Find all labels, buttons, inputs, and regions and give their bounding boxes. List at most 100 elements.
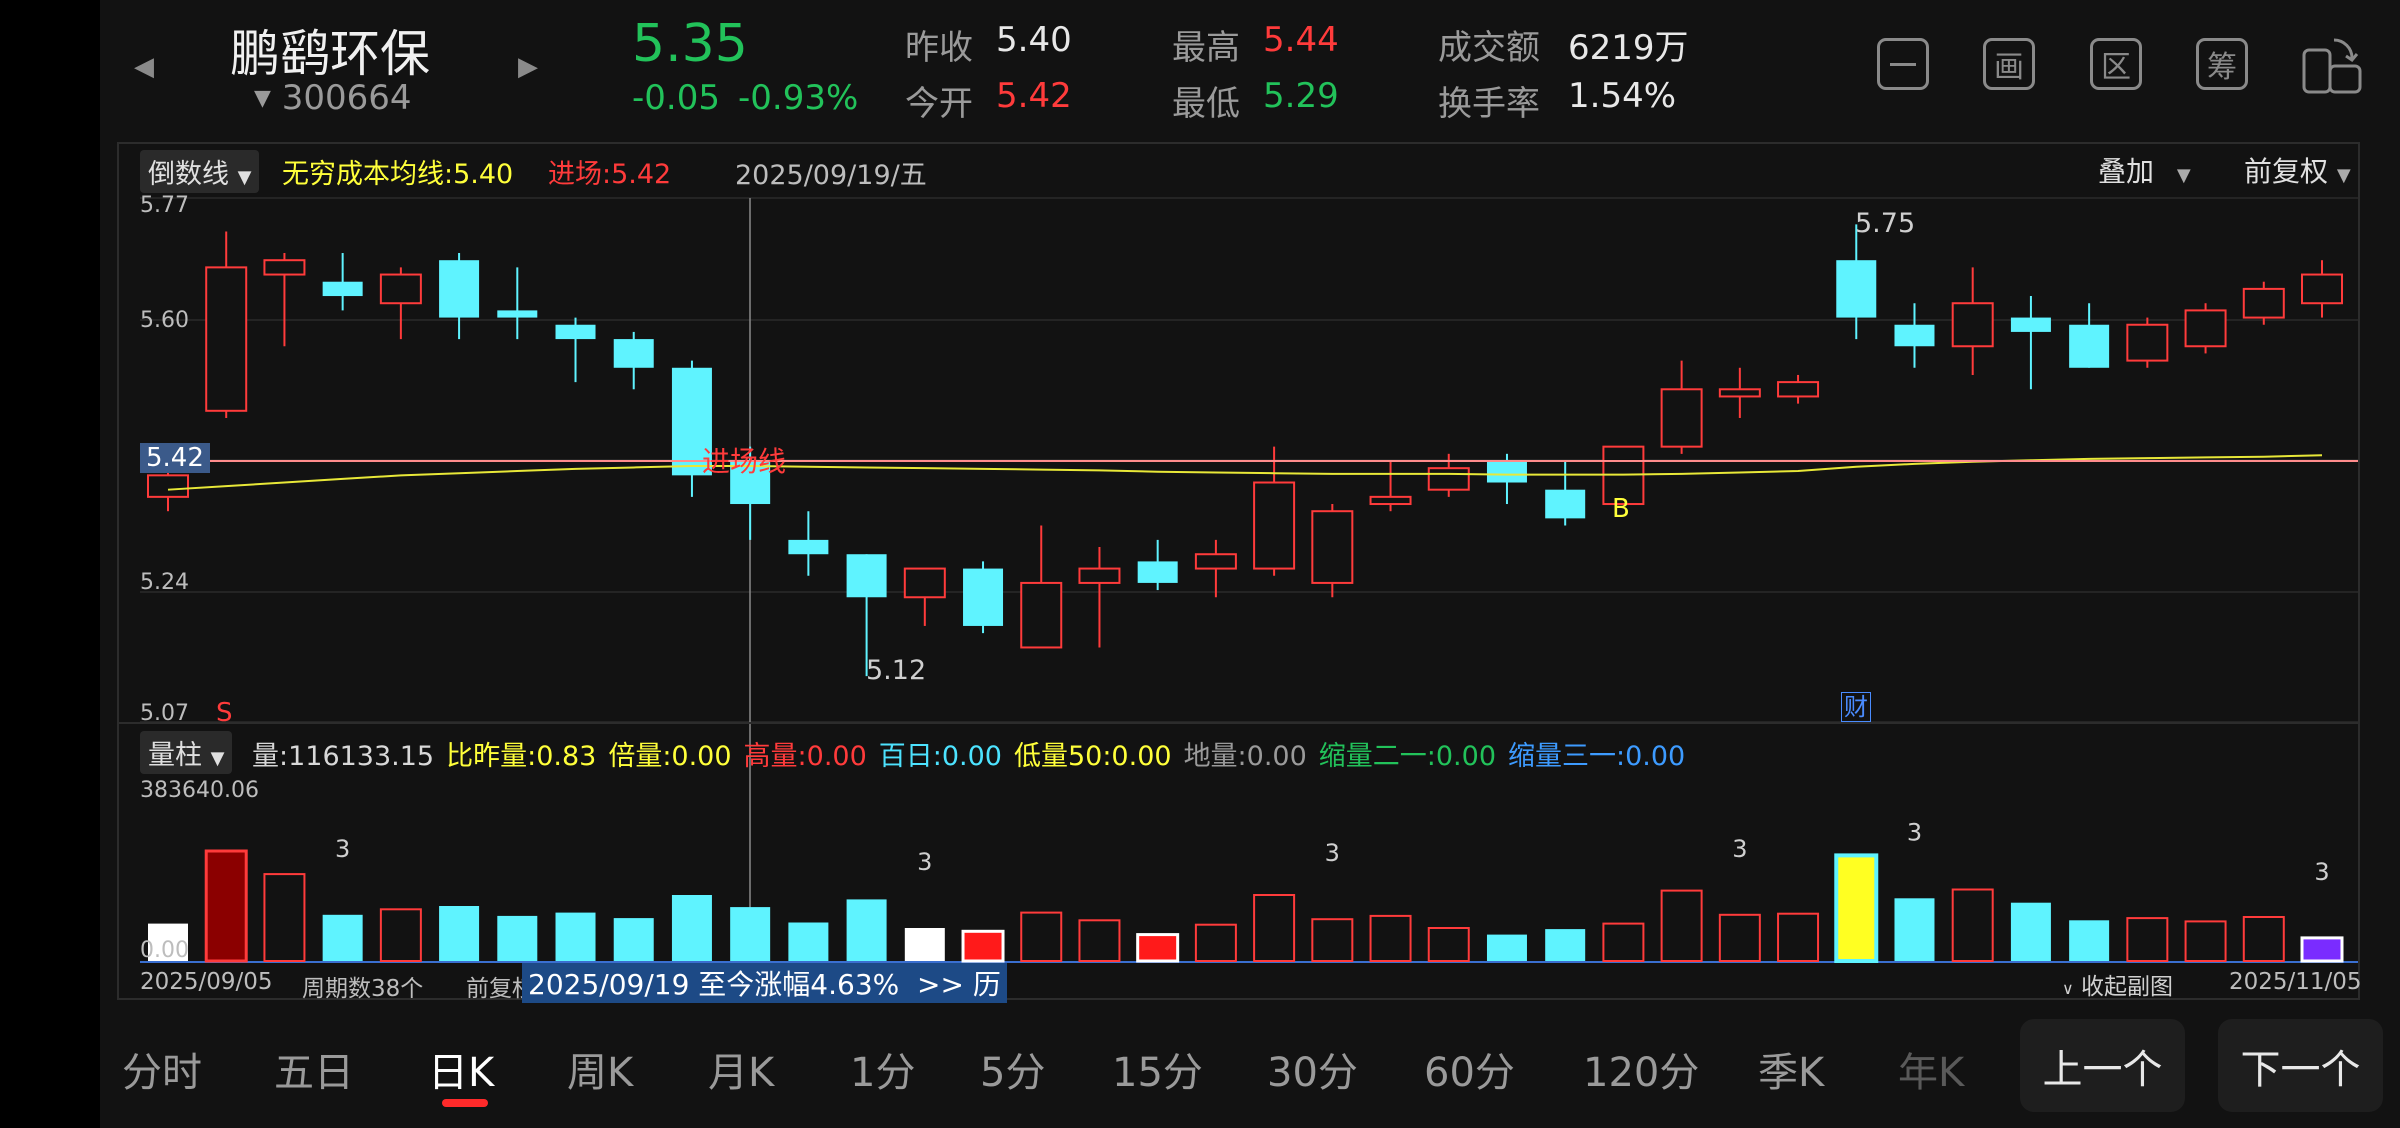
candle-body-12 bbox=[846, 554, 887, 598]
candle-body-14 bbox=[963, 568, 1004, 626]
volume-bar-12 bbox=[846, 899, 887, 961]
volume-indicator-8: 缩量三一:0.00 bbox=[1508, 741, 1686, 772]
volume-bar-1 bbox=[204, 849, 248, 963]
prev-stock-button[interactable]: 上一个 bbox=[2020, 1019, 2185, 1112]
volume-dropdown-label: 量柱 bbox=[148, 740, 202, 771]
tab-5min[interactable]: 5分 bbox=[980, 1050, 1046, 1096]
overlay-dropdown-label: 叠加 bbox=[2098, 155, 2155, 188]
volume-bar-27 bbox=[1718, 913, 1761, 962]
candle-body-24 bbox=[1545, 489, 1586, 519]
volume-bar-3 bbox=[322, 914, 363, 961]
adjust-dropdown[interactable]: 前复权 ▼ bbox=[2244, 150, 2351, 190]
volume-indicator-2: 倍量:0.00 bbox=[608, 741, 732, 772]
volume-marker-2: 3 bbox=[1325, 839, 1340, 867]
tab-30min[interactable]: 30分 bbox=[1267, 1050, 1358, 1096]
candle-body-9 bbox=[671, 367, 712, 476]
candle-body-33 bbox=[2069, 324, 2110, 368]
volume-bar-33 bbox=[2069, 920, 2110, 961]
candle-body-13 bbox=[903, 567, 946, 599]
tab-intraday[interactable]: 分时 bbox=[122, 1050, 202, 1096]
volume-max-label: 383640.06 bbox=[140, 778, 259, 803]
range-icon[interactable]: 区 bbox=[2090, 38, 2142, 90]
end-date: 2025/11/05 bbox=[2229, 969, 2362, 995]
rotate-screen-icon[interactable] bbox=[2300, 36, 2364, 96]
volume-bar-32 bbox=[2010, 902, 2051, 961]
minus-icon[interactable] bbox=[1877, 38, 1929, 90]
candle-body-22 bbox=[1427, 467, 1470, 491]
turnover-label: 成交额 bbox=[1438, 28, 1540, 68]
y-tick-label-4: 5.07 bbox=[140, 701, 189, 726]
tab-weekly-k[interactable]: 周K bbox=[567, 1050, 634, 1096]
tab-120min[interactable]: 120分 bbox=[1583, 1050, 1700, 1096]
max-price-label: 5.75 bbox=[1855, 208, 1916, 239]
volume-bar-0 bbox=[148, 923, 188, 961]
candle-body-6 bbox=[497, 310, 538, 318]
tab-15min[interactable]: 15分 bbox=[1112, 1050, 1203, 1096]
volume-indicator-3: 高量:0.00 bbox=[743, 741, 867, 772]
caret-down-icon: ▼ bbox=[2336, 165, 2351, 186]
overlay-dropdown[interactable]: 叠加 ▼ bbox=[2098, 150, 2191, 190]
volume-bar-2 bbox=[263, 873, 306, 962]
volume-bar-9 bbox=[671, 895, 712, 961]
volume-marker-3: 3 bbox=[1732, 835, 1747, 863]
turnover-rate-value: 1.54% bbox=[1568, 76, 1677, 116]
chevron-down-icon: ∨ bbox=[2062, 979, 2074, 998]
range-info[interactable]: 2025/09/19 至今涨幅4.63% >> 历 bbox=[522, 963, 1007, 1003]
stock-code-text: 300664 bbox=[281, 78, 412, 118]
adjust-dropdown-label: 前复权 bbox=[2244, 155, 2329, 188]
open-value: 5.42 bbox=[996, 76, 1072, 116]
candle-body-15 bbox=[1020, 581, 1063, 649]
candle-body-34 bbox=[2126, 323, 2169, 362]
indicator-dropdown[interactable]: 倒数线 ▼ bbox=[140, 150, 260, 193]
prev-stock-arrow[interactable]: ◀ bbox=[134, 52, 154, 82]
open-label: 今开 bbox=[905, 84, 973, 124]
volume-indicator-4: 百日:0.00 bbox=[878, 741, 1002, 772]
candle-body-18 bbox=[1194, 553, 1237, 570]
candle-body-26 bbox=[1660, 388, 1703, 448]
volume-dropdown[interactable]: 量柱 ▼ bbox=[140, 731, 233, 774]
tab-monthly-k[interactable]: 月K bbox=[708, 1050, 775, 1096]
caret-down-icon: ▼ bbox=[210, 748, 225, 769]
tab-yearly-k[interactable]: 年K bbox=[1898, 1050, 1965, 1096]
volume-bar-5 bbox=[439, 906, 480, 961]
collapse-subchart[interactable]: ∨ 收起副图 bbox=[2062, 967, 2173, 1001]
volume-bar-10 bbox=[730, 907, 771, 961]
low-label: 最低 bbox=[1172, 84, 1240, 124]
draw-icon[interactable]: 画 bbox=[1983, 38, 2035, 90]
volume-bar-35 bbox=[2184, 920, 2227, 963]
volume-bar-15 bbox=[1020, 911, 1063, 962]
stock-price: 5.35 bbox=[632, 14, 748, 74]
tab-five-day[interactable]: 五日 bbox=[274, 1050, 354, 1096]
tab-quarterly-k[interactable]: 季K bbox=[1758, 1050, 1825, 1096]
ma-label: 无穷成本均线:5.40 bbox=[282, 152, 513, 191]
stock-name[interactable]: 鹏鹞环保 bbox=[230, 25, 430, 83]
chart-frame bbox=[117, 142, 2360, 1000]
caret-down-icon: ▼ bbox=[2176, 165, 2191, 186]
volume-indicator-row: 量:116133.15 比昨量:0.83 倍量:0.00 高量:0.00 百日:0.00… bbox=[252, 734, 1697, 773]
volume-bar-21 bbox=[1369, 914, 1412, 963]
next-stock-arrow[interactable]: ▶ bbox=[518, 52, 538, 82]
indicator-dropdown-label: 倒数线 bbox=[148, 159, 229, 190]
finance-marker[interactable]: 财 bbox=[1841, 692, 1871, 722]
prev-close-label: 昨收 bbox=[905, 28, 973, 68]
candle-body-32 bbox=[2010, 317, 2051, 332]
volume-bar-22 bbox=[1427, 927, 1470, 962]
candle-body-4 bbox=[379, 273, 422, 305]
volume-bar-16 bbox=[1078, 919, 1121, 962]
volume-bar-13 bbox=[904, 928, 945, 961]
tab-1min[interactable]: 1分 bbox=[850, 1050, 916, 1096]
start-date: 2025/09/05 bbox=[140, 969, 273, 995]
y-tick-label-3: 5.24 bbox=[140, 570, 189, 595]
candle-body-31 bbox=[1951, 302, 1994, 348]
chip-icon[interactable]: 筹 bbox=[2196, 38, 2248, 90]
stock-change-pct: -0.93% bbox=[738, 78, 859, 118]
stock-code[interactable]: ▼ 300664 bbox=[254, 78, 412, 118]
turnover-rate-label: 换手率 bbox=[1438, 84, 1540, 124]
entry-price-tag: 5.42 bbox=[140, 443, 210, 473]
tab-60min[interactable]: 60分 bbox=[1424, 1050, 1515, 1096]
tab-daily-k[interactable]: 日K bbox=[428, 1050, 495, 1096]
candle-body-27 bbox=[1718, 388, 1761, 398]
candle-body-1 bbox=[205, 266, 248, 412]
next-stock-button[interactable]: 下一个 bbox=[2218, 1019, 2383, 1112]
